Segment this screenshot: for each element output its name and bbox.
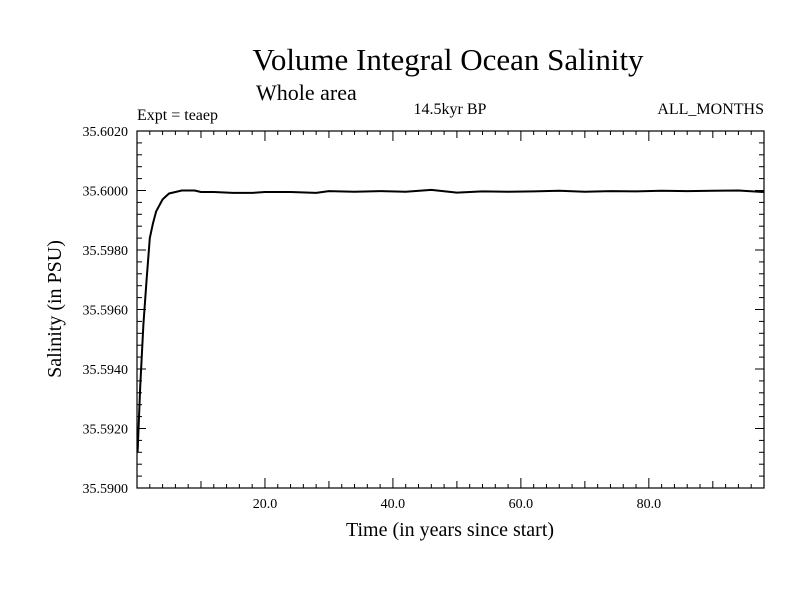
chart-subtitle: Whole area <box>256 80 357 105</box>
chart-title: Volume Integral Ocean Salinity <box>252 42 644 77</box>
y-tick-label: 35.5960 <box>83 304 129 319</box>
y-tick-label: 35.6000 <box>83 185 129 200</box>
axis-ticks <box>137 131 764 488</box>
y-tick-label: 35.6020 <box>83 125 129 140</box>
x-tick-label: 20.0 <box>253 497 278 512</box>
y-tick-label: 35.5980 <box>83 244 129 259</box>
x-tick-label: 60.0 <box>509 497 534 512</box>
axis-tick-labels: 20.0 40.0 60.0 80.0 35.5900 35.5920 35.5940 35.… <box>83 125 662 512</box>
plot-frame <box>136 130 765 489</box>
y-tick-label: 35.5940 <box>83 363 129 378</box>
x-axis-label: Time (in years since start) <box>346 519 554 541</box>
salinity-series-line <box>136 188 765 453</box>
y-tick-label: 35.5900 <box>83 482 129 497</box>
experiment-label: Expt = teaep <box>137 107 218 124</box>
period-label: 14.5kyr BP <box>414 101 487 118</box>
y-tick-label: 35.5920 <box>83 423 129 438</box>
y-axis-label: Salinity (in PSU) <box>44 240 66 378</box>
x-tick-label: 80.0 <box>637 497 662 512</box>
months-label: ALL_MONTHS <box>657 101 764 118</box>
x-tick-label: 40.0 <box>381 497 406 512</box>
